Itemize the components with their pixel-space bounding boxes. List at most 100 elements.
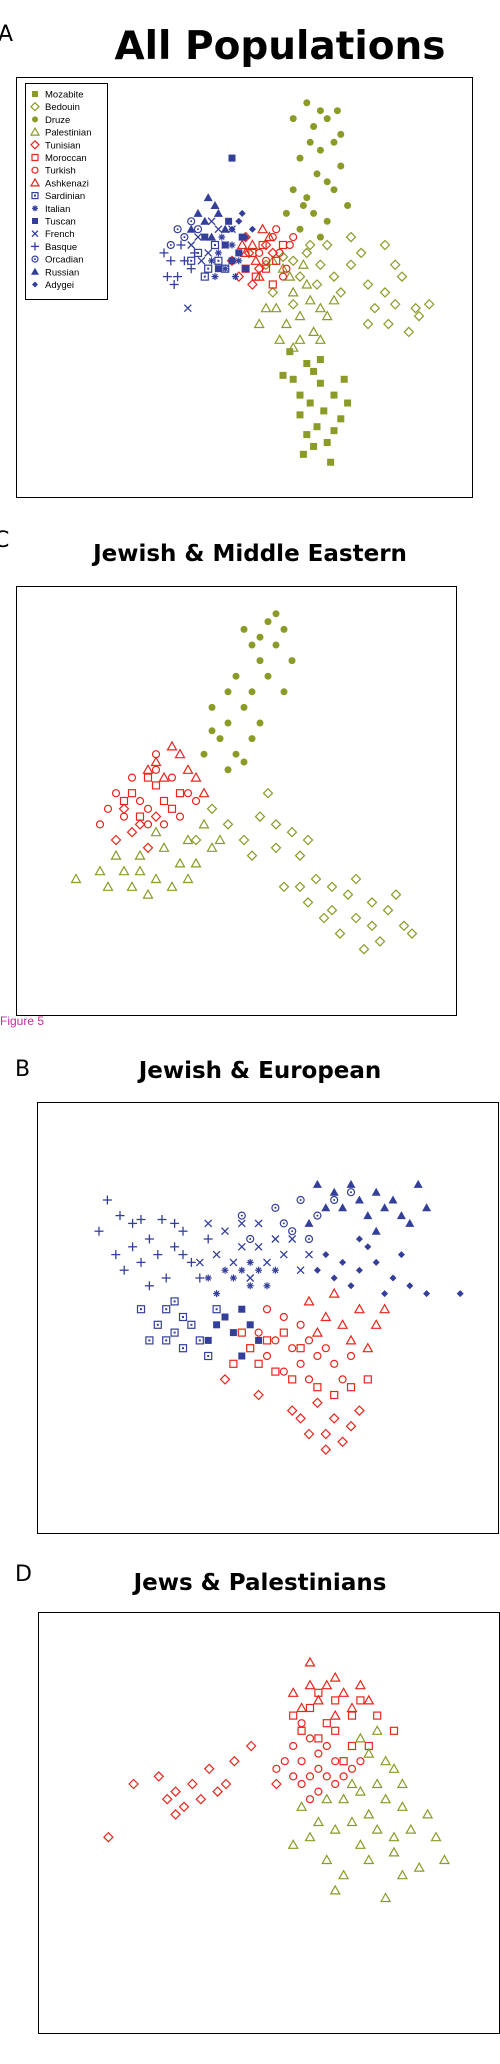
data-point-moroccan <box>159 796 169 806</box>
data-point-turkish <box>296 1359 305 1368</box>
data-point-palestinian <box>94 865 106 876</box>
data-point-druze <box>208 703 216 711</box>
data-point-turkish <box>304 1375 314 1384</box>
data-point-palestinian <box>380 1755 392 1766</box>
data-point-palestinian <box>354 1785 366 1796</box>
data-point-mozabite <box>303 431 311 439</box>
data-point-adygei <box>248 225 256 233</box>
data-point-druze <box>248 735 256 743</box>
data-point-french <box>271 1235 280 1243</box>
series-palestinian <box>70 818 226 899</box>
data-point-druze <box>330 138 338 146</box>
data-point-palestinian <box>253 318 265 329</box>
data-point-moroccan <box>254 1359 263 1368</box>
data-point-turkish <box>314 1749 323 1758</box>
data-point-moroccan <box>262 1336 272 1345</box>
data-point-italian <box>228 241 236 249</box>
data-point-turkish <box>285 240 294 250</box>
data-point-palestinian <box>338 1793 350 1804</box>
data-point-turkish <box>143 804 153 813</box>
legend-entry-adygei: Adygei <box>32 280 74 291</box>
data-point-sardinian <box>200 272 209 281</box>
data-point-palestinian <box>321 1793 333 1804</box>
series-ashkenazi <box>142 740 210 798</box>
data-point-palestinian <box>396 1869 408 1880</box>
data-point-mozabite <box>289 375 297 383</box>
data-point-palestinian <box>438 1854 450 1865</box>
data-point-palestinian <box>280 318 292 329</box>
data-point-basque <box>203 1234 213 1244</box>
scatter-plot-jewish-european <box>37 1102 499 1534</box>
data-point-moroccan <box>356 1696 365 1705</box>
data-point-tunisian <box>128 1778 139 1790</box>
data-point-bedouin <box>222 819 234 830</box>
data-point-adygei <box>339 1258 347 1266</box>
data-point-tunisian <box>320 1444 332 1455</box>
data-point-palestinian <box>304 1831 316 1842</box>
data-point-ashkenazi <box>329 1709 341 1720</box>
series-bedouin <box>260 231 435 338</box>
data-point-bedouin <box>382 904 394 916</box>
data-point-bedouin <box>355 247 367 259</box>
data-point-bedouin <box>389 298 401 310</box>
legend-entry-palestinian: Palestinian <box>29 126 91 139</box>
data-point-basque <box>144 1281 154 1291</box>
data-point-tuscan <box>242 265 250 273</box>
data-point-tuscan <box>225 217 233 225</box>
data-point-turkish <box>159 820 169 829</box>
data-point-russian <box>371 1226 381 1235</box>
data-point-turkish <box>331 1779 340 1789</box>
data-point-druze <box>296 225 304 233</box>
data-point-tuscan <box>228 154 236 162</box>
data-point-palestinian <box>182 834 194 845</box>
data-point-tunisian <box>303 1428 315 1440</box>
data-point-orcadian <box>271 1203 280 1212</box>
data-point-palestinian <box>346 1816 358 1827</box>
data-point-russian <box>210 201 220 209</box>
data-point-turkish <box>135 796 145 806</box>
data-point-tuscan <box>214 265 222 273</box>
data-point-druze <box>310 209 318 217</box>
data-point-moroccan <box>347 1711 357 1720</box>
data-point-bedouin <box>190 834 202 846</box>
data-point-druze <box>264 618 272 626</box>
data-point-bedouin <box>396 271 408 282</box>
data-point-palestinian <box>388 1831 400 1842</box>
data-point-turkish <box>297 1779 306 1789</box>
data-point-turkish <box>322 1741 331 1751</box>
data-point-moroccan <box>363 1375 372 1384</box>
data-point-italian <box>221 1266 229 1274</box>
data-point-mozabite <box>316 379 324 387</box>
data-point-turkish <box>271 1336 280 1345</box>
data-point-palestinian <box>301 278 313 289</box>
data-point-sardinian <box>195 1336 204 1345</box>
data-point-tunisian <box>212 1786 223 1797</box>
data-point-basque <box>195 1273 205 1283</box>
data-point-russian <box>312 1179 322 1188</box>
data-point-palestinian <box>274 334 286 344</box>
legend-label: Tuscan <box>45 217 76 228</box>
data-point-moroccan <box>272 256 281 265</box>
data-point-turkish <box>338 1375 347 1384</box>
panel-letter-a: A <box>0 22 14 47</box>
data-point-turkish <box>278 272 288 281</box>
data-point-italian <box>235 257 243 265</box>
data-point-orcadian <box>166 240 175 250</box>
legend-entry-basque: Basque <box>31 242 77 253</box>
data-point-french <box>246 1274 255 1282</box>
data-point-palestinian <box>287 1839 299 1849</box>
legend-label: Mozabite <box>45 90 84 101</box>
data-point-adygei <box>347 1282 355 1290</box>
data-point-bedouin <box>390 889 402 900</box>
data-point-moroccan <box>229 1359 238 1368</box>
data-point-sardinian <box>204 1351 213 1361</box>
data-point-druze <box>264 672 272 680</box>
legend-label: Italian <box>45 204 70 215</box>
data-point-french <box>229 1258 238 1267</box>
data-point-moroccan <box>237 1328 246 1337</box>
data-point-bedouin <box>366 897 378 908</box>
data-point-druze <box>240 758 248 766</box>
data-point-turkish <box>282 264 291 273</box>
data-point-orcadian <box>346 1188 356 1197</box>
data-point-bedouin <box>311 279 323 290</box>
